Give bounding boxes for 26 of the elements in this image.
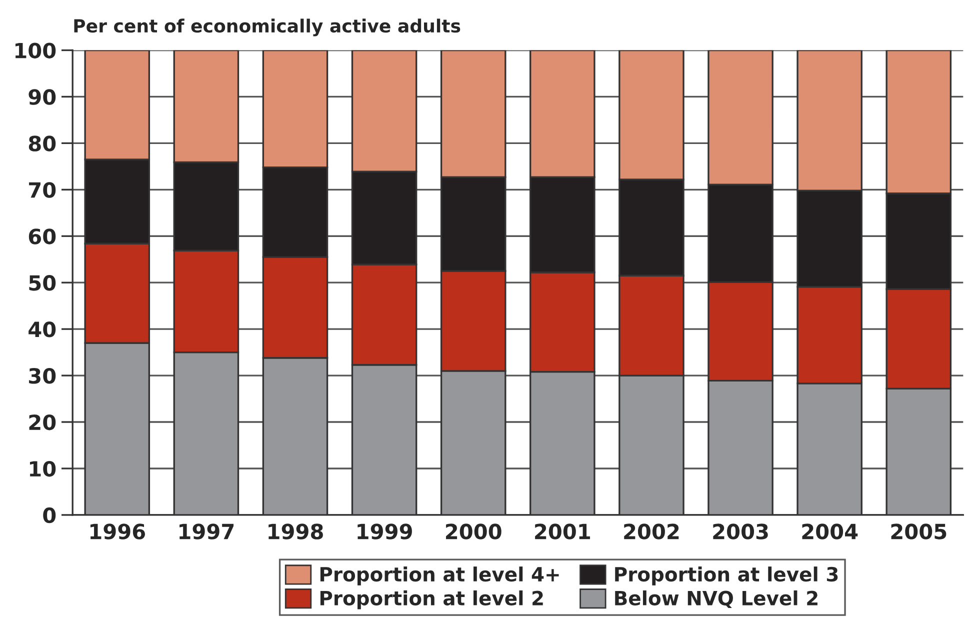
y-tick-label: 80 <box>28 136 56 152</box>
x-tick-label: 1998 <box>268 524 323 540</box>
y-tick-label: 10 <box>30 460 56 477</box>
y-axis-title: Per cent of economically active adults <box>74 18 460 36</box>
y-tick-label: 70 <box>29 182 56 198</box>
y-tick-label: 20 <box>29 414 56 430</box>
x-tick-label: 2001 <box>535 524 590 540</box>
y-tick-label: 90 <box>28 89 56 105</box>
y-tick-label: 0 <box>43 507 56 524</box>
legend-label: Proportion at level 2 <box>320 590 543 610</box>
x-tick-label: 2005 <box>891 524 946 540</box>
x-tick-label: 1999 <box>358 524 412 540</box>
y-tick-label: 50 <box>29 275 56 291</box>
legend-label: Proportion at level 4+ <box>320 566 559 586</box>
y-tick-label: 100 <box>15 42 56 58</box>
x-tick-label: 2003 <box>713 524 768 540</box>
legend-label: Proportion at level 3 <box>615 566 838 586</box>
legend-label: Below NVQ Level 2 <box>615 590 818 608</box>
y-tick-label: 40 <box>28 322 56 338</box>
x-tick-label: 1997 <box>180 524 234 540</box>
x-tick-label: 2000 <box>446 524 502 540</box>
x-tick-label: 2004 <box>802 524 858 540</box>
x-tick-label: 1996 <box>90 524 145 540</box>
x-tick-label: 2002 <box>624 524 679 540</box>
y-tick-label: 30 <box>29 368 56 384</box>
y-tick-label: 60 <box>28 228 56 244</box>
